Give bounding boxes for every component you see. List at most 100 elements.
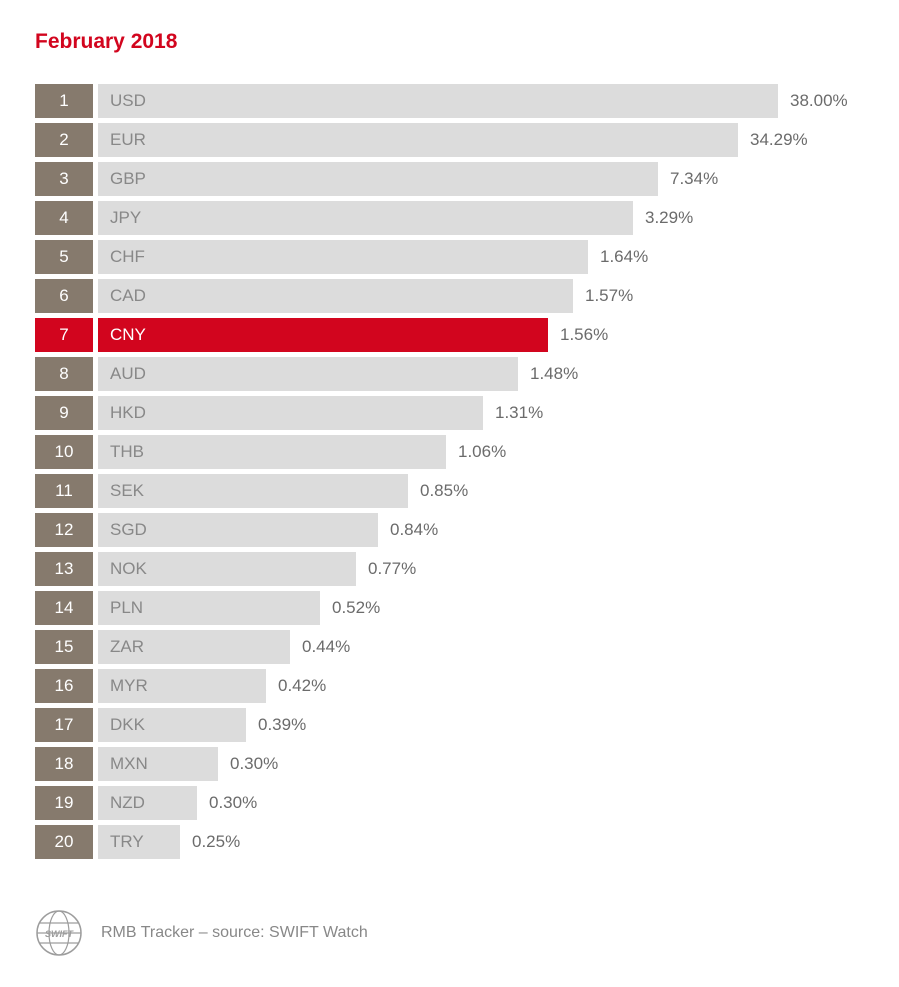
pct-label: 0.25% — [192, 832, 240, 852]
bar: EUR — [98, 123, 738, 157]
rank-cell: 9 — [35, 396, 93, 430]
bar-wrap: NZD 0.30% — [98, 786, 864, 820]
pct-label: 0.39% — [258, 715, 306, 735]
rank-cell: 20 — [35, 825, 93, 859]
svg-text:SWIFT: SWIFT — [45, 929, 74, 939]
bar-wrap: JPY 3.29% — [98, 201, 864, 235]
pct-label: 0.30% — [230, 754, 278, 774]
bar-wrap: NOK 0.77% — [98, 552, 864, 586]
bar-wrap: EUR 34.29% — [98, 123, 864, 157]
bar-wrap: HKD 1.31% — [98, 396, 864, 430]
bar: TRY — [98, 825, 180, 859]
bar-wrap: SGD 0.84% — [98, 513, 864, 547]
bar: CAD — [98, 279, 573, 313]
bar-wrap: SEK 0.85% — [98, 474, 864, 508]
pct-label: 1.64% — [600, 247, 648, 267]
bar-row: 11SEK 0.85% — [35, 474, 864, 508]
bar: JPY — [98, 201, 633, 235]
bar-row: 4JPY 3.29% — [35, 201, 864, 235]
bar-wrap: MYR 0.42% — [98, 669, 864, 703]
bar: SGD — [98, 513, 378, 547]
pct-label: 0.52% — [332, 598, 380, 618]
bar-row: 5CHF1.64% — [35, 240, 864, 274]
pct-label: 34.29% — [750, 130, 808, 150]
pct-label: 1.31% — [495, 403, 543, 423]
pct-label: 0.42% — [278, 676, 326, 696]
bar-wrap: CAD 1.57% — [98, 279, 864, 313]
rank-cell: 12 — [35, 513, 93, 547]
rank-cell: 5 — [35, 240, 93, 274]
bar-row: 16MYR 0.42% — [35, 669, 864, 703]
bar-row: 6CAD 1.57% — [35, 279, 864, 313]
bar-row: 12SGD 0.84% — [35, 513, 864, 547]
bar-wrap: ZAR 0.44% — [98, 630, 864, 664]
rank-cell: 1 — [35, 84, 93, 118]
bar-row: 20TRY 0.25% — [35, 825, 864, 859]
chart-footer: SWIFT RMB Tracker – source: SWIFT Watch — [35, 909, 864, 957]
bar: THB — [98, 435, 446, 469]
bar-row: 1USD 38.00% — [35, 84, 864, 118]
bar-wrap: PLN 0.52% — [98, 591, 864, 625]
bar: CNY — [98, 318, 548, 352]
bar-wrap: USD 38.00% — [98, 84, 864, 118]
rank-cell: 17 — [35, 708, 93, 742]
pct-label: 7.34% — [670, 169, 718, 189]
bar: PLN — [98, 591, 320, 625]
rank-cell: 6 — [35, 279, 93, 313]
bar-chart: 1USD38.00%2EUR34.29%3GBP7.34%4JPY3.29%5C… — [35, 84, 864, 859]
pct-label: 1.56% — [560, 325, 608, 345]
bar-row: 19NZD 0.30% — [35, 786, 864, 820]
bar: SEK — [98, 474, 408, 508]
swift-logo-icon: SWIFT — [35, 909, 83, 957]
pct-label: 1.57% — [585, 286, 633, 306]
rank-cell: 2 — [35, 123, 93, 157]
rank-cell: 7 — [35, 318, 93, 352]
bar-row: 14PLN 0.52% — [35, 591, 864, 625]
bar-wrap: AUD 1.48% — [98, 357, 864, 391]
bar-row: 13NOK 0.77% — [35, 552, 864, 586]
bar-row: 3GBP7.34% — [35, 162, 864, 196]
bar: HKD — [98, 396, 483, 430]
pct-label: 0.44% — [302, 637, 350, 657]
pct-label: 1.06% — [458, 442, 506, 462]
rank-cell: 10 — [35, 435, 93, 469]
bar-wrap: THB 1.06% — [98, 435, 864, 469]
chart-title: February 2018 — [35, 30, 864, 54]
rank-cell: 15 — [35, 630, 93, 664]
bar-row: 15ZAR 0.44% — [35, 630, 864, 664]
bar-row: 10THB 1.06% — [35, 435, 864, 469]
rank-cell: 11 — [35, 474, 93, 508]
rank-cell: 13 — [35, 552, 93, 586]
bar: DKK — [98, 708, 246, 742]
bar: AUD — [98, 357, 518, 391]
bar: USD — [98, 84, 778, 118]
pct-label: 38.00% — [790, 91, 848, 111]
pct-label: 3.29% — [645, 208, 693, 228]
rank-cell: 19 — [35, 786, 93, 820]
bar: NZD — [98, 786, 197, 820]
bar-row: 17DKK 0.39% — [35, 708, 864, 742]
bar-wrap: CNY 1.56% — [98, 318, 864, 352]
bar-row: 18MXN 0.30% — [35, 747, 864, 781]
rank-cell: 16 — [35, 669, 93, 703]
rank-cell: 8 — [35, 357, 93, 391]
pct-label: 1.48% — [530, 364, 578, 384]
bar-wrap: DKK 0.39% — [98, 708, 864, 742]
rank-cell: 4 — [35, 201, 93, 235]
bar-row: 7CNY 1.56% — [35, 318, 864, 352]
bar: MXN — [98, 747, 218, 781]
bar-wrap: GBP7.34% — [98, 162, 864, 196]
pct-label: 0.77% — [368, 559, 416, 579]
rank-cell: 14 — [35, 591, 93, 625]
rank-cell: 3 — [35, 162, 93, 196]
pct-label: 0.84% — [390, 520, 438, 540]
pct-label: 0.85% — [420, 481, 468, 501]
bar-row: 2EUR 34.29% — [35, 123, 864, 157]
bar-wrap: CHF1.64% — [98, 240, 864, 274]
pct-label: 0.30% — [209, 793, 257, 813]
bar-row: 9HKD 1.31% — [35, 396, 864, 430]
rank-cell: 18 — [35, 747, 93, 781]
bar: NOK — [98, 552, 356, 586]
bar: MYR — [98, 669, 266, 703]
bar: ZAR — [98, 630, 290, 664]
